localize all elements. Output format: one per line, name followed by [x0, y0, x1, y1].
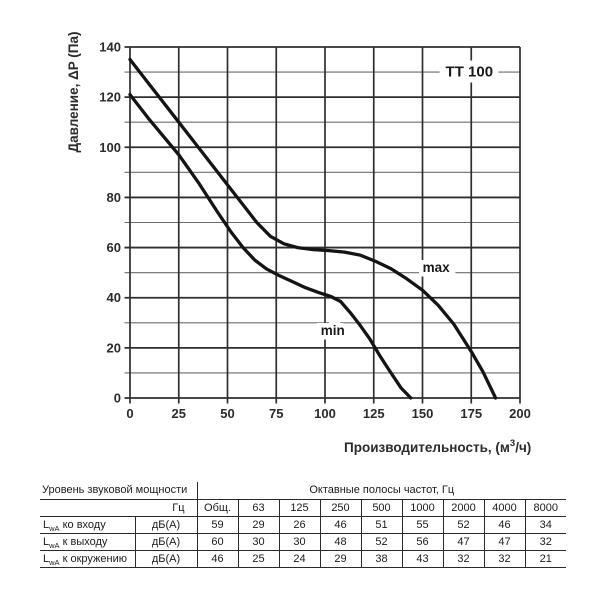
octave-band-header: 8000 — [524, 499, 566, 517]
sound-level-value: 21 — [524, 550, 566, 568]
x-tick-label: 125 — [363, 406, 385, 421]
max-curve-label: max — [423, 260, 451, 275]
y-tick-label: 20 — [107, 340, 121, 355]
x-tick-label: 25 — [172, 406, 186, 421]
sound-level-value: 38 — [360, 550, 402, 568]
label-layer: TT 100 max min — [316, 58, 499, 343]
row-label: LwA к выходу — [40, 533, 136, 551]
sound-power-table: Уровень звуковой мощности Октавные полос… — [40, 482, 566, 568]
sound-level-value: 43 — [401, 550, 443, 568]
sound-level-value: 55 — [401, 516, 443, 534]
x-tick-label: 50 — [220, 406, 234, 421]
sound-level-value: 24 — [278, 550, 320, 568]
octave-band-header: 500 — [360, 499, 402, 517]
x-tick-label: 75 — [269, 406, 283, 421]
y-tick-label: 0 — [114, 391, 121, 406]
sound-level-value: 46 — [483, 516, 525, 534]
y-tick-label: 100 — [99, 140, 121, 155]
y-axis-title: Давление, ΔP (Па) — [66, 31, 81, 152]
sound-level-value: 56 — [401, 533, 443, 551]
sound-level-value: 51 — [360, 516, 402, 534]
row-unit: дБ(А) — [135, 533, 198, 551]
sound-level-value: 30 — [278, 533, 320, 551]
y-tick-label: 120 — [99, 90, 121, 105]
x-tick-label: 0 — [126, 406, 133, 421]
sound-level-value: 52 — [360, 533, 402, 551]
sound-level-value: 29 — [237, 516, 279, 534]
y-tick-label: 80 — [107, 190, 121, 205]
y-tick-label: 140 — [99, 40, 121, 55]
octave-band-header: 1000 — [401, 499, 443, 517]
octave-band-header: Общ. — [196, 499, 238, 517]
table-row: LwA к окружению дБ(А) 46 25 24 29 38 43 32 32 21 — [40, 550, 566, 568]
grid-layer: 0 20 40 60 80 100 120 140 0 25 50 75 100 125 150 175 200 — [99, 40, 531, 422]
y-tick-label: 60 — [107, 240, 121, 255]
x-tick-label: 150 — [412, 406, 434, 421]
freq-unit-label: Гц — [40, 499, 198, 517]
table-header-octave-bands: Октавные полосы частот, Гц — [197, 482, 566, 500]
row-unit: дБ(А) — [135, 550, 198, 568]
sound-level-value: 32 — [524, 533, 566, 551]
octave-band-header: 63 — [237, 499, 279, 517]
x-tick-label: 200 — [509, 406, 531, 421]
min-curve-label: min — [321, 323, 345, 338]
octave-band-header: 2000 — [442, 499, 484, 517]
sound-level-value: 46 — [319, 516, 361, 534]
row-label: LwA ко входу — [40, 516, 136, 534]
curve-layer — [128, 57, 498, 400]
sound-level-value: 47 — [483, 533, 525, 551]
sound-level-value: 29 — [319, 550, 361, 568]
sound-level-value: 32 — [442, 550, 484, 568]
sound-level-value: 48 — [319, 533, 361, 551]
curve-max — [128, 57, 498, 400]
x-axis-title: Производительность, (м3/ч) — [344, 438, 531, 455]
row-label: LwA к окружению — [40, 550, 136, 568]
fan-performance-chart: 0 20 40 60 80 100 120 140 0 25 50 75 100 125 150 175 200… — [66, 31, 531, 455]
octave-band-header: 250 — [319, 499, 361, 517]
table-row: LwA ко входу дБ(А) 59 29 26 46 51 55 52 46 34 — [40, 516, 566, 534]
model-label: TT 100 — [446, 64, 494, 81]
sound-level-value: 46 — [196, 550, 238, 568]
table-header-sound-power: Уровень звуковой мощности — [40, 482, 198, 500]
x-tick-label: 100 — [314, 406, 336, 421]
y-tick-label: 40 — [107, 290, 121, 305]
sound-level-value: 47 — [442, 533, 484, 551]
sound-level-value: 52 — [442, 516, 484, 534]
curve-min — [128, 92, 413, 400]
row-unit: дБ(А) — [135, 516, 198, 534]
sound-level-value: 34 — [524, 516, 566, 534]
sound-level-value: 25 — [237, 550, 279, 568]
sound-level-value: 32 — [483, 550, 525, 568]
octave-band-header: 4000 — [483, 499, 525, 517]
sound-level-value: 30 — [237, 533, 279, 551]
sound-level-value: 59 — [196, 516, 238, 534]
table-row: LwA к выходу дБ(А) 60 30 30 48 52 56 47 47 32 — [40, 533, 566, 551]
octave-band-header: 125 — [278, 499, 320, 517]
x-tick-label: 175 — [460, 406, 482, 421]
sound-level-value: 26 — [278, 516, 320, 534]
sound-level-value: 60 — [196, 533, 238, 551]
